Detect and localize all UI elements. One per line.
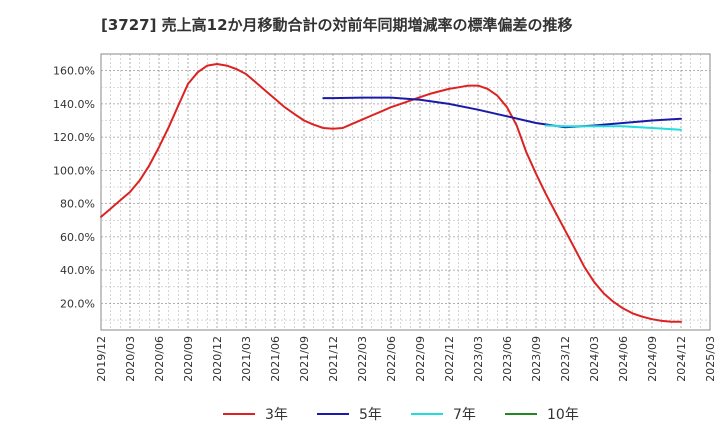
legend-label-4: 10年 [547, 407, 579, 423]
x-tick-label: 2023/12 [559, 336, 572, 382]
legend-label-2: 5年 [359, 407, 382, 423]
series-line-3 [544, 124, 682, 131]
x-tick-label: 2021/03 [240, 336, 253, 382]
x-tick-label: 2022/06 [385, 336, 398, 382]
series-layer [100, 63, 682, 323]
y-tick-label: 20.0% [60, 297, 95, 310]
x-axis-ticks: 2019/12 2020/03 2020/06 2020/09 2020/12 2021/… [95, 336, 717, 382]
x-tick-label: 2019/12 [95, 336, 108, 382]
x-tick-label: 2020/03 [124, 336, 137, 382]
x-tick-label: 2022/03 [356, 336, 369, 382]
x-tick-label: 2023/03 [472, 336, 485, 382]
y-tick-label: 60.0% [60, 231, 95, 244]
x-tick-label: 2020/06 [153, 336, 166, 382]
series-line-2 [322, 96, 682, 129]
x-tick-label: 2021/09 [298, 336, 311, 382]
x-tick-label: 2024/09 [646, 336, 659, 382]
y-axis-ticks: 20.0% 40.0% 60.0% 80.0% 100.0% 120.0% 140.0% 16… [53, 65, 95, 311]
x-tick-label: 2022/09 [414, 336, 427, 382]
x-tick-label: 2020/09 [182, 336, 195, 382]
legend-label-1: 3年 [265, 407, 288, 423]
chart-title: [3727] 売上高12か月移動合計の対前年同期増減率の標準偏差の推移 [101, 16, 573, 34]
y-tick-label: 120.0% [53, 131, 95, 144]
y-tick-label: 40.0% [60, 264, 95, 277]
legend: 3年 5年 7年 10年 [223, 407, 579, 423]
x-tick-label: 2025/03 [704, 336, 717, 382]
series-line-1 [100, 63, 682, 323]
x-tick-label: 2021/12 [327, 336, 340, 382]
x-tick-label: 2023/09 [530, 336, 543, 382]
y-tick-label: 100.0% [53, 164, 95, 177]
x-tick-label: 2020/12 [211, 336, 224, 382]
x-tick-label: 2024/03 [588, 336, 601, 382]
legend-label-3: 7年 [453, 407, 476, 423]
x-tick-label: 2022/12 [443, 336, 456, 382]
x-tick-label: 2024/06 [617, 336, 630, 382]
grid-layer [101, 54, 710, 330]
y-tick-label: 140.0% [53, 98, 95, 111]
x-tick-label: 2024/12 [675, 336, 688, 382]
y-tick-label: 80.0% [60, 198, 95, 211]
y-tick-label: 160.0% [53, 65, 95, 78]
plot-area [100, 53, 711, 331]
x-tick-label: 2021/06 [269, 336, 282, 382]
x-tick-label: 2023/06 [501, 336, 514, 382]
